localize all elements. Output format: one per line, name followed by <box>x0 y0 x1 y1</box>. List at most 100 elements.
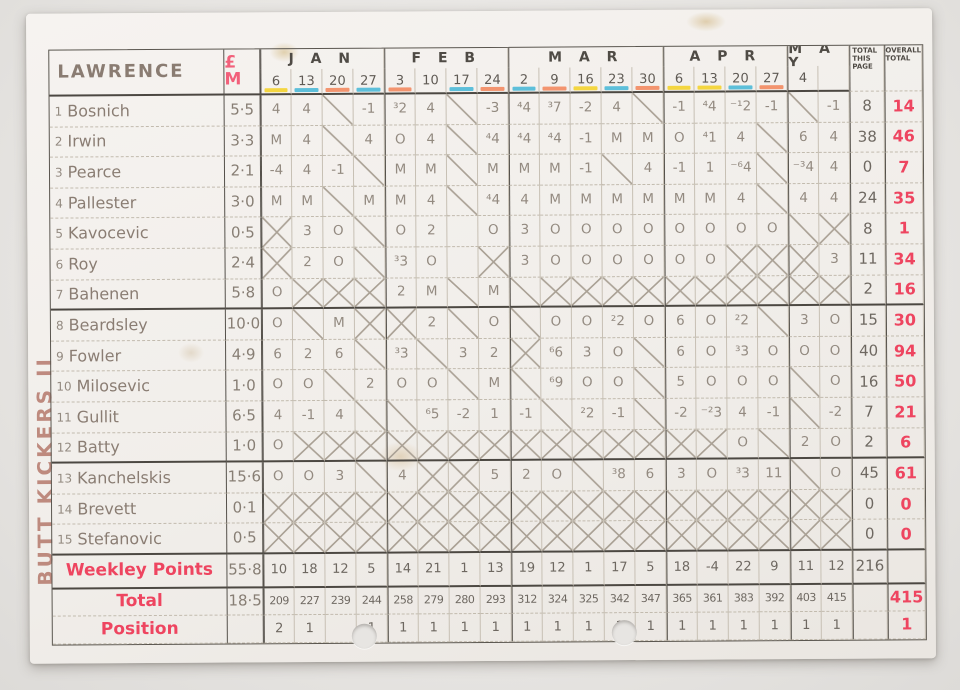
manager-name: LAWRENCE <box>49 49 225 97</box>
week-cell <box>417 338 449 370</box>
player-name-text: Bahenen <box>68 283 140 304</box>
week-cell <box>695 276 727 307</box>
week-cell <box>665 490 698 522</box>
summary-week-cell: 1 <box>728 612 760 641</box>
week-cell <box>728 520 760 552</box>
date-cell: 20 <box>322 68 354 95</box>
punch-hole <box>351 623 377 649</box>
week-cell: 6 <box>665 337 697 369</box>
date-cell <box>818 65 850 92</box>
week-cell <box>571 276 603 308</box>
week-cell <box>541 399 573 431</box>
week-cell <box>819 275 851 307</box>
week-cell <box>634 398 666 430</box>
week-cell <box>666 520 698 552</box>
week-cell: 4 <box>291 94 323 126</box>
date-cell: 9 <box>539 67 571 94</box>
week-cell <box>603 490 636 522</box>
week-cell <box>446 124 478 156</box>
week-cell <box>789 367 821 399</box>
player-number: 14 <box>57 502 73 517</box>
player-price: 5·8 <box>225 278 262 310</box>
week-cell: M <box>539 154 572 186</box>
week-cell <box>355 461 387 493</box>
week-cell: M <box>571 185 603 216</box>
week-cell <box>292 278 324 310</box>
week-cell <box>633 276 665 308</box>
week-cell: O <box>261 309 294 341</box>
week-cell <box>322 94 354 126</box>
summary-week-cell: 365 <box>666 585 698 613</box>
player-number: 12 <box>56 440 72 455</box>
player-price: 1·0 <box>226 431 263 463</box>
overall-total-cell: 16 <box>885 274 924 306</box>
page-total-cell: 7 <box>851 397 887 429</box>
week-cell <box>354 278 386 309</box>
week-cell: O <box>261 278 293 310</box>
week-cell: O <box>727 367 759 399</box>
summary-page-cell <box>852 611 888 640</box>
week-cell <box>509 277 541 308</box>
player-name: 9 Fowler <box>51 340 227 372</box>
week-cell: M <box>385 186 417 217</box>
player-name: 12 Batty <box>51 432 227 464</box>
summary-week-cell: 1 <box>697 612 729 641</box>
date-highlight-orange <box>480 86 505 91</box>
player-name-text: Pallester <box>67 192 137 213</box>
summary-week-cell: 1 <box>511 613 543 642</box>
summary-week-cell: 1 <box>573 552 605 587</box>
summary-week-cell: 209 <box>263 588 295 616</box>
week-cell <box>324 431 356 463</box>
week-cell: O <box>540 215 572 247</box>
week-cell <box>789 397 821 429</box>
overall-total-cell: 21 <box>886 397 925 429</box>
player-number: 2 <box>54 134 63 149</box>
summary-week-cell: 18 <box>294 553 326 589</box>
summary-week-cell: 1 <box>573 613 605 642</box>
week-cell: O <box>323 247 355 279</box>
week-cell <box>572 490 605 522</box>
week-cell: O <box>293 462 325 493</box>
week-cell: ²2 <box>726 306 759 338</box>
date-highlight-orange <box>325 87 350 92</box>
player-price: 0·5 <box>225 217 262 249</box>
week-cell <box>261 248 293 279</box>
week-cell: -1 <box>570 123 602 155</box>
week-cell <box>480 522 512 553</box>
week-cell: 4 <box>726 184 758 215</box>
summary-label: Position <box>52 615 228 645</box>
week-cell <box>262 492 295 524</box>
summary-week-cell: 293 <box>480 586 512 614</box>
summary-price: 18·5 <box>227 588 264 616</box>
player-name-text: Batty <box>76 437 120 457</box>
week-cell: ⁴4 <box>694 92 726 124</box>
week-cell: 6 <box>262 339 294 371</box>
week-cell <box>448 461 480 492</box>
player-price: 2·4 <box>225 248 262 280</box>
week-cell: -1 <box>818 91 850 123</box>
date-highlight-orange <box>388 87 412 92</box>
week-cell: ³3 <box>727 459 759 491</box>
summary-week-cell: 227 <box>294 587 326 616</box>
summary-label: Weekley Points <box>52 554 228 590</box>
week-cell: 4 <box>788 183 820 215</box>
date-cell: 27 <box>353 68 385 95</box>
week-cell: -4 <box>260 156 293 188</box>
week-cell <box>354 308 387 340</box>
summary-week-cell: 12 <box>821 550 853 585</box>
date-highlight-yellow <box>573 86 598 91</box>
week-cell: ⁴4 <box>508 93 540 125</box>
summary-week-cell: 9 <box>759 551 791 586</box>
week-cell: O <box>540 246 572 278</box>
week-cell: 4 <box>324 400 356 432</box>
week-cell <box>355 400 387 432</box>
summary-week-cell: 1 <box>449 613 481 643</box>
summary-price <box>227 615 264 644</box>
week-cell: O <box>541 460 573 492</box>
player-number: 4 <box>55 196 63 211</box>
page-total-cell: 2 <box>850 275 886 306</box>
player-name: 3 Pearce <box>49 156 226 189</box>
week-cell: 6 <box>664 306 697 338</box>
week-cell: 4 <box>262 401 294 432</box>
